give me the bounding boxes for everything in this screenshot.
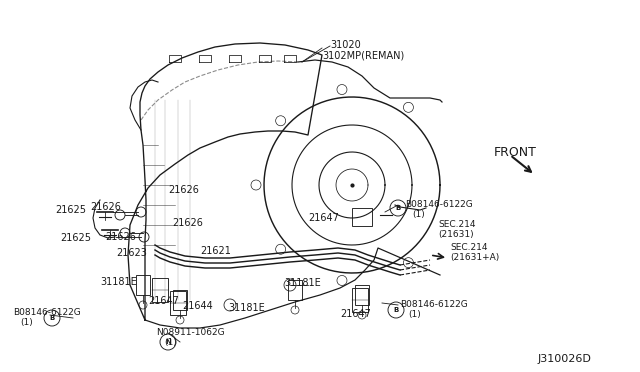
Text: 31181E: 31181E [228,303,265,313]
Text: 21625: 21625 [55,205,86,215]
Text: 21621: 21621 [200,246,231,256]
Bar [170,291,186,315]
Text: (1): (1) [408,310,420,319]
Text: B: B [396,205,401,211]
Text: 21626: 21626 [172,218,203,228]
Text: 31181E: 31181E [284,278,321,288]
Text: 3102MP(REMAN): 3102MP(REMAN) [322,50,404,60]
Text: B: B [49,315,54,321]
Bar [352,208,372,226]
Text: (1): (1) [412,210,425,219]
Text: 21626: 21626 [105,232,136,242]
Bar [152,278,168,302]
Text: 31020: 31020 [330,40,361,50]
Bar [355,285,369,305]
Bar [136,275,150,295]
Text: (1): (1) [164,338,177,347]
Text: 31181E: 31181E [100,277,137,287]
Text: 21647: 21647 [148,296,179,306]
Text: B: B [394,307,399,313]
Text: 21626: 21626 [90,202,121,212]
Text: (21631+A): (21631+A) [450,253,499,262]
Text: (21631): (21631) [438,230,474,239]
Text: J310026D: J310026D [538,354,592,364]
Text: (1): (1) [20,318,33,327]
Text: 21623: 21623 [116,248,147,258]
Text: B08146-6122G: B08146-6122G [405,200,473,209]
Text: B08146-6122G: B08146-6122G [13,308,81,317]
Bar [288,280,302,300]
Text: B08146-6122G: B08146-6122G [400,300,468,309]
Text: 21625: 21625 [60,233,91,243]
Bar [173,290,187,310]
Text: SEC.214: SEC.214 [438,220,476,229]
Text: SEC.214: SEC.214 [450,243,488,252]
Text: 21647: 21647 [340,309,371,319]
Text: 21644: 21644 [182,301,212,311]
Text: 21647: 21647 [308,213,339,223]
Text: 21626: 21626 [168,185,199,195]
Text: N: N [165,339,171,345]
Text: FRONT: FRONT [494,146,537,159]
Bar [352,288,368,312]
Text: N08911-1062G: N08911-1062G [156,328,225,337]
